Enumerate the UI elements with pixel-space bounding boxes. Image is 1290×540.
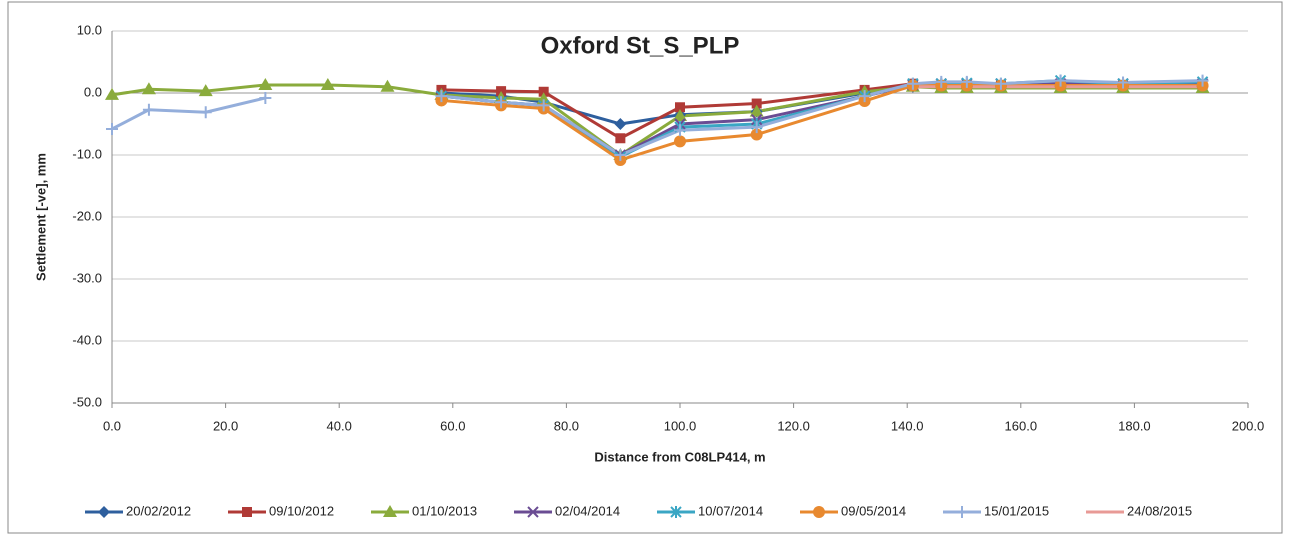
marker xyxy=(1117,76,1130,89)
legend-label: 01/10/2013 xyxy=(412,503,477,518)
marker xyxy=(614,118,627,130)
legend-item: 24/08/2015 xyxy=(1086,503,1192,518)
marker xyxy=(380,79,395,92)
marker xyxy=(142,103,155,116)
marker xyxy=(258,77,273,90)
legend-label: 15/01/2015 xyxy=(984,503,1049,518)
marker xyxy=(199,106,212,119)
marker xyxy=(538,86,549,97)
marker xyxy=(749,104,764,117)
x-tick-label: 140.0 xyxy=(891,418,924,433)
marker xyxy=(495,96,508,109)
x-axis-title: Distance from C08LP414, m xyxy=(594,449,765,464)
chart-title: Oxford St_S_PLP xyxy=(541,32,740,59)
marker xyxy=(750,128,763,141)
x-tick-label: 60.0 xyxy=(440,418,465,433)
y-tick-label: -30.0 xyxy=(72,270,102,285)
marker xyxy=(750,121,763,134)
legend-label: 09/10/2012 xyxy=(269,503,334,518)
marker xyxy=(435,90,448,103)
y-axis-title: Settlement [-ve], mm xyxy=(33,153,48,281)
legend-item: 10/07/2014 xyxy=(657,503,763,518)
marker xyxy=(994,77,1007,90)
marker xyxy=(674,124,686,137)
x-tick-label: 180.0 xyxy=(1118,418,1151,433)
marker xyxy=(537,99,550,112)
marker xyxy=(98,506,110,518)
marker xyxy=(383,505,397,517)
y-tick-label: -20.0 xyxy=(72,208,102,223)
marker xyxy=(960,75,973,88)
marker xyxy=(614,149,627,161)
y-tick-label: 0.0 xyxy=(84,84,102,99)
legend-label: 24/08/2015 xyxy=(1127,503,1192,518)
y-tick-label: 10.0 xyxy=(77,22,102,37)
x-tick-label: 40.0 xyxy=(327,418,352,433)
x-tick-label: 100.0 xyxy=(664,418,697,433)
legend-label: 02/04/2014 xyxy=(555,503,620,518)
y-tick-label: -10.0 xyxy=(72,146,102,161)
marker xyxy=(615,133,626,144)
marker xyxy=(198,84,213,97)
legend-item: 01/10/2013 xyxy=(371,503,477,518)
marker xyxy=(674,135,686,148)
x-tick-label: 80.0 xyxy=(554,418,579,433)
legend-label: 09/05/2014 xyxy=(841,503,906,518)
x-tick-label: 160.0 xyxy=(1005,418,1038,433)
marker xyxy=(141,82,156,95)
marker xyxy=(105,87,119,100)
legend-label: 20/02/2012 xyxy=(126,503,191,518)
legend-label: 10/07/2014 xyxy=(698,503,763,518)
series-line xyxy=(111,79,1203,157)
x-tick-label: 20.0 xyxy=(213,418,238,433)
legend-item: 02/04/2014 xyxy=(514,503,620,518)
marker xyxy=(935,75,948,88)
marker xyxy=(858,90,871,103)
marker xyxy=(320,77,335,90)
y-tick-label: -50.0 xyxy=(72,394,102,409)
x-tick-label: 120.0 xyxy=(777,418,810,433)
legend-item: 20/02/2012 xyxy=(85,503,191,518)
marker xyxy=(906,77,919,90)
marker xyxy=(106,122,118,135)
marker xyxy=(1196,74,1209,87)
marker xyxy=(527,506,539,518)
marker xyxy=(751,98,762,109)
marker xyxy=(259,91,272,104)
y-tick-label: -40.0 xyxy=(72,332,102,347)
marker xyxy=(673,108,687,121)
marker xyxy=(813,506,825,518)
marker xyxy=(242,507,252,517)
marker xyxy=(670,506,682,518)
legend-item: 15/01/2015 xyxy=(943,503,1049,518)
x-tick-label: 0.0 xyxy=(103,418,121,433)
marker xyxy=(956,506,968,518)
marker xyxy=(675,102,685,113)
legend-item: 09/10/2012 xyxy=(228,503,334,518)
x-tick-label: 200.0 xyxy=(1232,418,1265,433)
marker xyxy=(1054,74,1067,87)
legend-item: 09/05/2014 xyxy=(800,503,906,518)
